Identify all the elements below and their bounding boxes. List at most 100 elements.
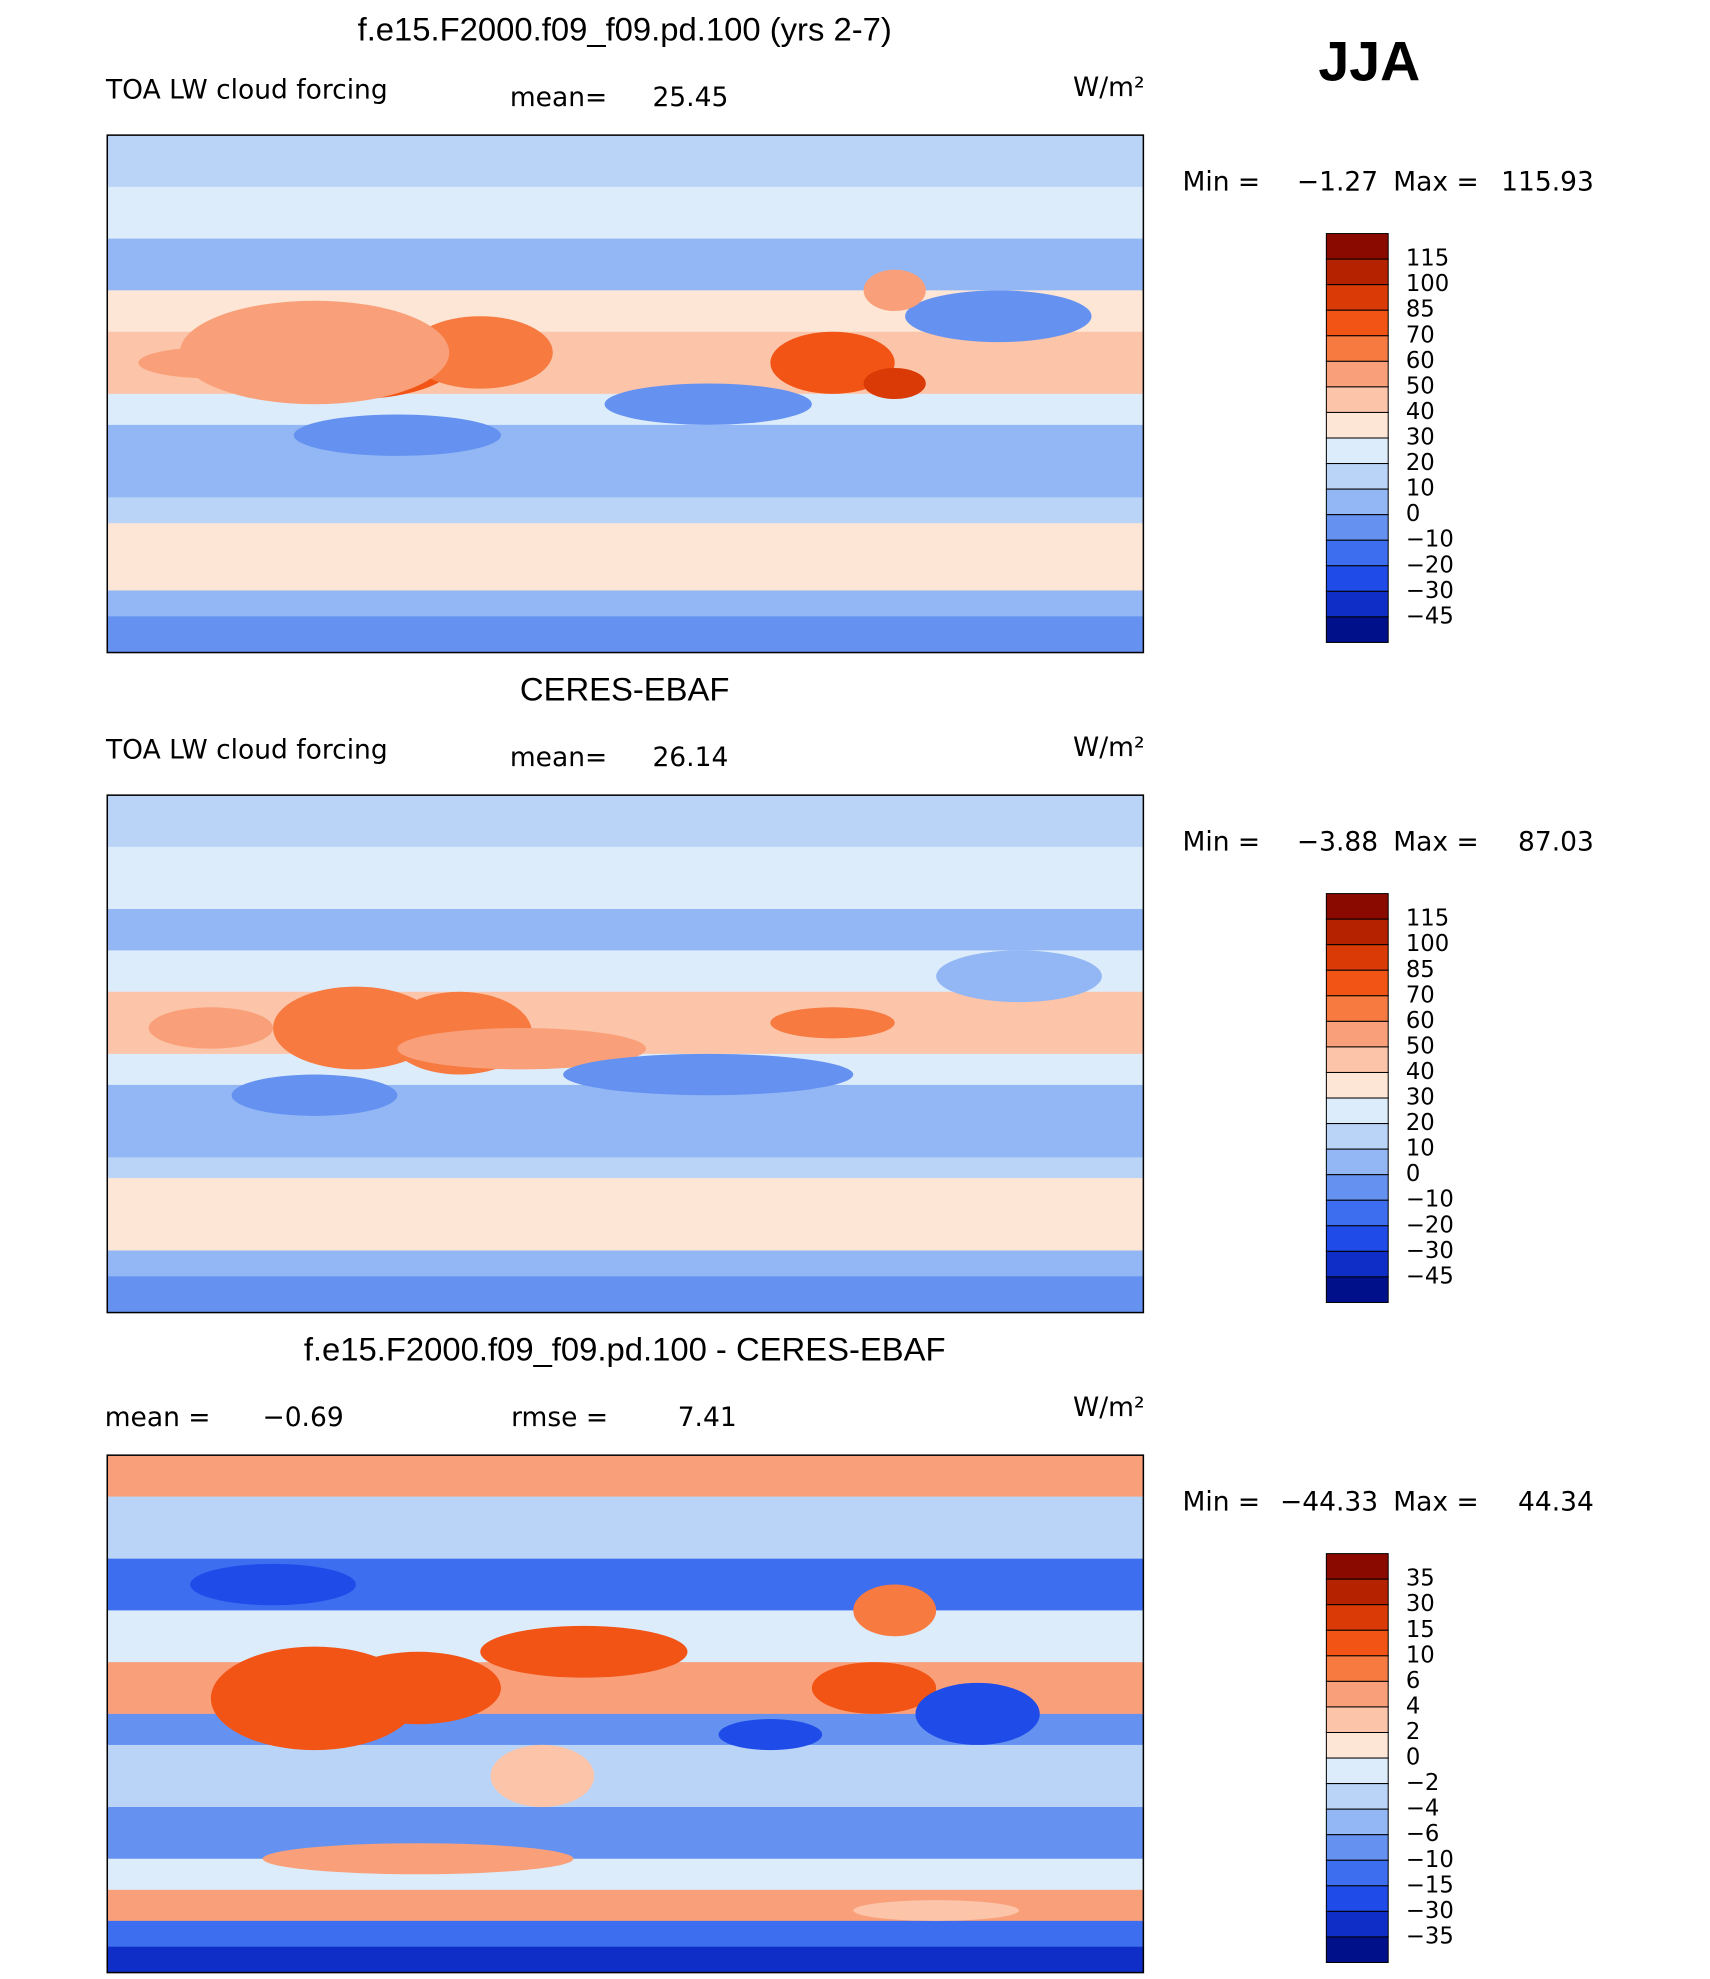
colorbar-label: 40 [1406,1059,1435,1085]
min-value: −1.27 [1297,167,1378,198]
colorbar-label: 70 [1406,982,1435,1008]
colorbar-box [1325,995,1389,1022]
mean-label: mean= [510,742,607,773]
colorbar-box [1325,1808,1389,1836]
colorbar-label: −35 [1406,1923,1454,1949]
map-blob [770,1007,895,1039]
map-band [107,1807,1144,1860]
colorbar-label: 60 [1406,348,1435,374]
map-band [107,238,1144,291]
max-label: Max = [1393,167,1478,198]
map [107,1455,1144,1973]
colorbar-label: −10 [1406,1187,1454,1213]
map-band [107,497,1144,524]
colorbar-label: 85 [1406,297,1435,323]
colorbar-box [1325,1885,1389,1912]
colorbar-label: −45 [1406,603,1454,629]
map-blob [915,1682,1040,1745]
colorbar-label: 0 [1406,501,1420,527]
colorbar-label: 100 [1406,931,1449,957]
colorbar-box [1325,284,1389,311]
colorbar-label: 30 [1406,1085,1435,1111]
colorbar-label: 30 [1406,1591,1435,1617]
map-blob [936,950,1102,1003]
map-blob [905,290,1092,343]
map-blob [853,1900,1020,1921]
colorbar-box [1325,1706,1389,1734]
colorbar-label: −30 [1406,1238,1454,1264]
map-band [107,846,1144,910]
colorbar-label: 20 [1406,1110,1435,1136]
map-band [107,1858,1144,1891]
colorbar-box [1325,1020,1389,1048]
colorbar-box [1325,1604,1389,1631]
colorbar-box [1325,1250,1389,1278]
map [107,135,1144,653]
rmse-label: rmse = [511,1402,608,1433]
colorbar-label: 15 [1406,1617,1435,1643]
map-band [107,590,1144,617]
map-frame [106,1454,1145,1974]
min-value: −3.88 [1297,827,1378,858]
mean-value: 26.14 [652,742,728,773]
colorbar-box [1325,258,1389,286]
map-blob [480,1625,688,1678]
colorbar-label: −45 [1406,1263,1454,1289]
colorbar-box [1325,233,1389,260]
colorbar-box [1325,918,1389,946]
map-band [107,1178,1144,1252]
colorbar-box [1325,1578,1389,1606]
colorbar-label: −10 [1406,1847,1454,1873]
min-label: Min = [1182,827,1260,858]
map-band [107,424,1144,498]
map-band [107,1496,1144,1560]
colorbar-label: −20 [1406,552,1454,578]
colorbar-label: −4 [1406,1796,1439,1822]
colorbar-box [1325,411,1389,439]
max-value: 44.34 [1518,1487,1594,1518]
colorbar-label: −6 [1406,1821,1439,1847]
map-band [107,908,1144,952]
colorbar-box [1325,1757,1389,1785]
map-frame [106,134,1145,654]
colorbar-box [1325,488,1389,516]
colorbar-box [1325,335,1389,362]
colorbar-label: 60 [1406,1008,1435,1034]
colorbar-box [1325,616,1389,643]
panel-title: f.e15.F2000.f09_f09.pd.100 - CERES-EBAF [304,1330,946,1367]
colorbar-box [1325,969,1389,997]
map-band [107,523,1144,592]
colorbar-box [1325,1046,1389,1073]
mean-value: −0.69 [262,1402,343,1433]
units-label: W/m² [1073,732,1145,763]
max-value: 115.93 [1501,167,1594,198]
colorbar-box [1325,1148,1389,1176]
units-label: W/m² [1073,72,1145,103]
map-blob [604,383,812,425]
colorbar-box [1325,944,1389,971]
variable-label: TOA LW cloud forcing [105,74,388,105]
colorbar-label: −2 [1406,1770,1439,1796]
colorbar-box [1325,1910,1389,1938]
colorbar-box [1325,590,1389,618]
map-blob [853,1584,937,1637]
colorbar-box [1325,514,1389,541]
colorbar-box [1325,1199,1389,1227]
map-band [107,1920,1144,1948]
units-label: W/m² [1073,1392,1145,1423]
map-band [107,186,1144,240]
colorbar-box [1325,360,1389,388]
colorbar-box [1325,1731,1389,1759]
colorbar-box [1325,1680,1389,1708]
map-blob [863,367,926,400]
min-label: Min = [1182,1487,1260,1518]
colorbar-box [1325,1071,1389,1099]
mean-label: mean= [510,82,607,113]
colorbar-label: 30 [1406,425,1435,451]
variable-label: TOA LW cloud forcing [105,734,388,765]
map-blob [231,1074,398,1116]
mean-value: 25.45 [652,82,728,113]
colorbar-box [1325,386,1389,413]
